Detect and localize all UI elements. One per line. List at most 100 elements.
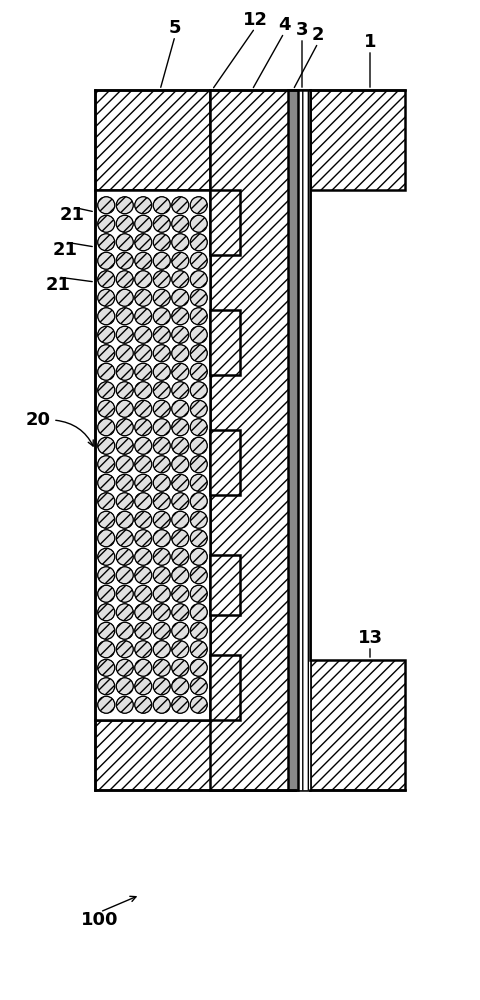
Circle shape [98,622,115,639]
Circle shape [135,326,152,343]
Circle shape [98,382,115,399]
Text: 12: 12 [242,11,267,29]
Circle shape [135,622,152,639]
Text: 21: 21 [46,276,71,294]
Circle shape [116,289,133,306]
Circle shape [98,419,115,436]
Circle shape [135,363,152,380]
Circle shape [190,234,207,251]
Circle shape [98,308,115,325]
Circle shape [135,567,152,584]
Circle shape [172,641,189,658]
Circle shape [153,197,170,214]
Circle shape [172,400,189,417]
Circle shape [153,419,170,436]
Circle shape [153,234,170,251]
Circle shape [116,567,133,584]
Circle shape [135,696,152,713]
Text: 3: 3 [296,21,308,39]
Circle shape [172,345,189,362]
Text: 20: 20 [25,411,50,429]
Circle shape [190,678,207,695]
Circle shape [153,252,170,269]
Circle shape [172,252,189,269]
Circle shape [153,696,170,713]
Circle shape [190,622,207,639]
Circle shape [98,456,115,473]
Circle shape [153,585,170,602]
Circle shape [98,197,115,214]
Circle shape [98,493,115,510]
Circle shape [135,530,152,547]
Circle shape [190,604,207,621]
Circle shape [98,696,115,713]
Circle shape [172,382,189,399]
Text: 100: 100 [81,911,119,929]
Circle shape [190,585,207,602]
Circle shape [98,548,115,565]
Circle shape [172,271,189,288]
Bar [310,90,405,190]
Circle shape [116,474,133,491]
Circle shape [135,659,152,676]
Circle shape [190,511,207,528]
Circle shape [98,271,115,288]
Bar [210,655,240,720]
Text: 21: 21 [52,241,77,259]
Circle shape [172,493,189,510]
Bar [210,190,240,255]
Circle shape [190,456,207,473]
Bar [210,90,295,790]
Circle shape [135,289,152,306]
Circle shape [116,197,133,214]
Circle shape [116,400,133,417]
Circle shape [135,234,152,251]
Text: 1: 1 [364,33,376,51]
Circle shape [190,271,207,288]
Circle shape [172,567,189,584]
Circle shape [98,511,115,528]
Circle shape [98,345,115,362]
Circle shape [135,511,152,528]
Circle shape [190,474,207,491]
Bar [310,660,405,790]
Circle shape [153,641,170,658]
Circle shape [135,345,152,362]
Circle shape [116,215,133,232]
Circle shape [116,548,133,565]
Circle shape [153,271,170,288]
Circle shape [116,437,133,454]
Circle shape [98,659,115,676]
Text: 5: 5 [169,19,181,37]
Circle shape [172,474,189,491]
Circle shape [116,345,133,362]
Circle shape [135,252,152,269]
Circle shape [98,326,115,343]
Circle shape [116,271,133,288]
Circle shape [190,493,207,510]
Circle shape [116,659,133,676]
Circle shape [116,622,133,639]
Circle shape [116,604,133,621]
Bar [288,90,298,790]
Circle shape [153,382,170,399]
Circle shape [172,622,189,639]
Circle shape [116,382,133,399]
Circle shape [135,382,152,399]
Bar [95,190,210,720]
Circle shape [172,308,189,325]
Bar [295,90,310,790]
Circle shape [116,234,133,251]
Circle shape [172,678,189,695]
Circle shape [135,641,152,658]
Circle shape [172,197,189,214]
Circle shape [153,548,170,565]
Circle shape [98,678,115,695]
Circle shape [190,419,207,436]
Circle shape [153,308,170,325]
Text: 13: 13 [358,629,383,647]
Circle shape [135,604,152,621]
Circle shape [190,437,207,454]
Circle shape [172,659,189,676]
Circle shape [135,678,152,695]
